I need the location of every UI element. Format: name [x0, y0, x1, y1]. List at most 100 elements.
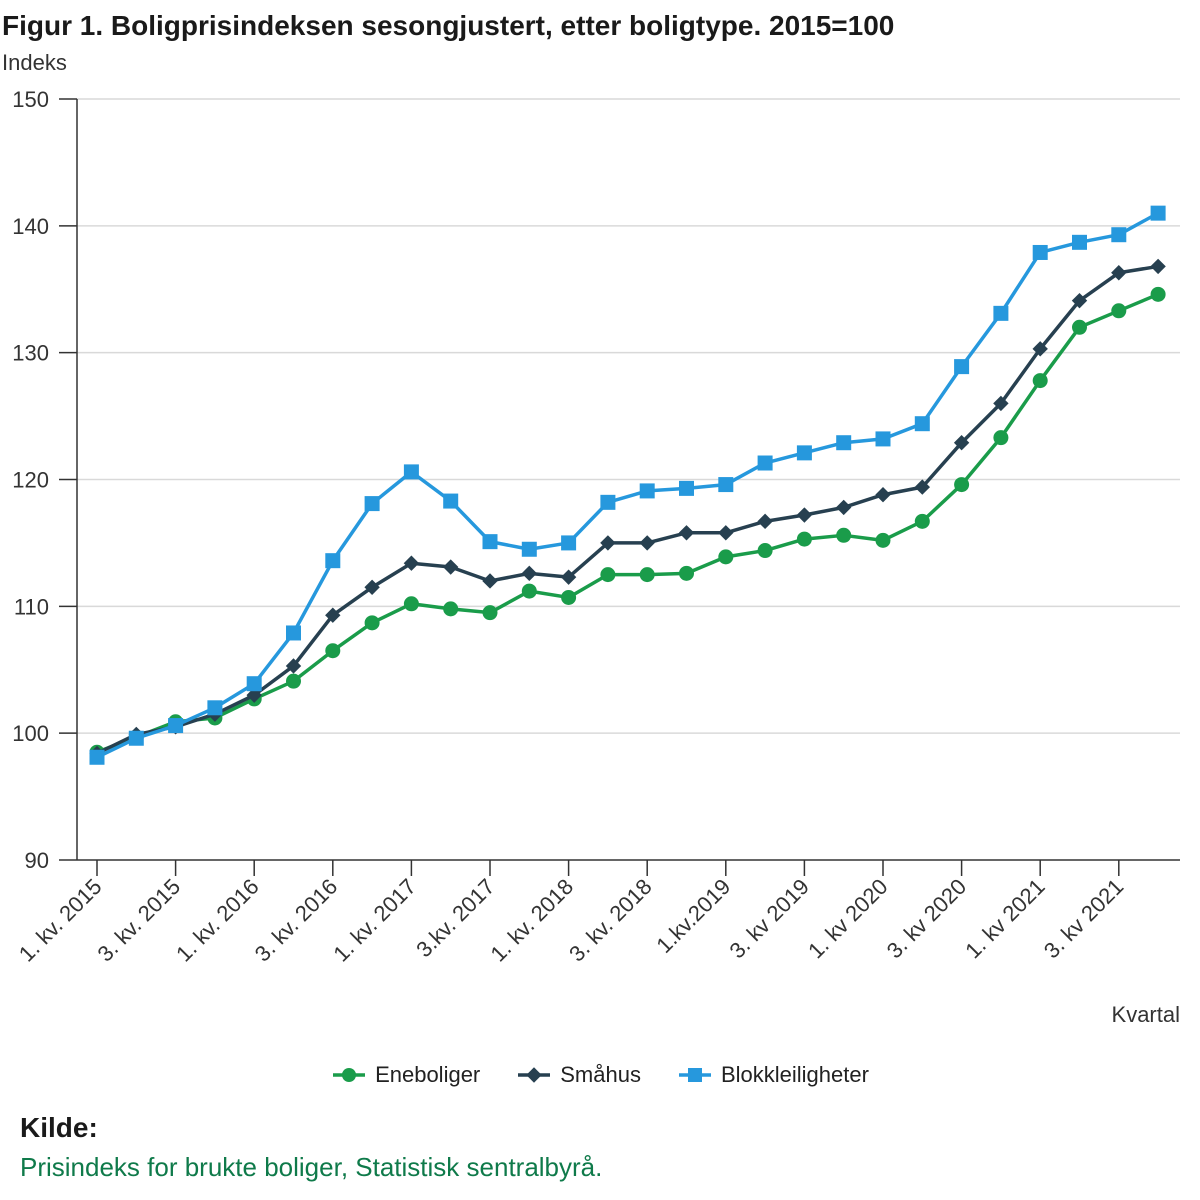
- data-point: [246, 676, 262, 692]
- data-point: [89, 749, 105, 765]
- x-tick-label: 3. kv. 2016: [250, 874, 343, 967]
- data-point: [796, 445, 812, 461]
- data-point: [600, 494, 616, 510]
- data-point: [482, 534, 498, 550]
- y-tick-label: 140: [12, 214, 49, 239]
- data-point: [1150, 258, 1166, 275]
- data-point: [364, 615, 380, 631]
- data-point: [757, 455, 773, 471]
- data-point: [836, 527, 852, 543]
- data-point: [993, 395, 1009, 412]
- data-point: [796, 531, 812, 547]
- data-point: [678, 525, 695, 541]
- y-tick-label: 110: [14, 594, 49, 619]
- data-point: [403, 464, 419, 480]
- data-point: [687, 1068, 702, 1082]
- data-point: [168, 718, 184, 734]
- data-point: [1032, 341, 1048, 357]
- series-blokkleiligheter: [89, 205, 1166, 765]
- x-tick-label: 3. kv. 2018: [564, 874, 657, 967]
- data-point: [286, 673, 301, 689]
- data-point: [526, 1067, 542, 1083]
- data-point: [639, 535, 655, 551]
- data-point: [836, 435, 852, 451]
- x-tick-label: 1. kv. 2016: [171, 874, 264, 967]
- data-point: [954, 359, 970, 375]
- data-point: [914, 479, 930, 495]
- series-lines: [89, 205, 1166, 765]
- x-tick-label: 3. kv 2019: [724, 874, 813, 963]
- data-point: [521, 541, 537, 557]
- y-tick-labels: 90 100 110 120 130 140 150: [12, 87, 49, 873]
- data-point: [679, 565, 694, 581]
- data-point: [679, 480, 694, 496]
- series-line: [96, 292, 1159, 754]
- legend-label: Eneboliger: [375, 1062, 481, 1087]
- x-tick-label: 1. kv 2021: [960, 874, 1049, 963]
- data-point: [561, 535, 577, 551]
- data-point: [953, 435, 970, 451]
- data-point: [325, 643, 341, 659]
- data-point: [1150, 205, 1166, 221]
- legend-label: Småhus: [560, 1062, 641, 1087]
- x-tick-label: 1. kv. 2018: [486, 874, 579, 967]
- data-point: [403, 555, 420, 571]
- legend-item-småhus: Småhus: [516, 1062, 641, 1088]
- data-point: [718, 477, 734, 493]
- data-point: [1072, 319, 1087, 335]
- legend-swatch: [678, 1068, 711, 1082]
- data-point: [560, 569, 577, 585]
- data-point: [836, 499, 852, 516]
- data-point: [993, 305, 1009, 321]
- axes: [59, 98, 1180, 876]
- data-point: [757, 513, 773, 530]
- data-point: [639, 567, 655, 583]
- data-point: [443, 601, 459, 617]
- data-point: [954, 477, 970, 493]
- data-point: [128, 730, 144, 746]
- x-tick-label: 3. kv 2021: [1039, 874, 1128, 963]
- data-point: [757, 543, 773, 559]
- y-axis-label: Indeks: [2, 50, 67, 75]
- x-axis-label: Kvartal: [1112, 1002, 1180, 1027]
- y-tick-label: 130: [12, 341, 49, 366]
- legend-swatch: [333, 1068, 366, 1082]
- data-point: [482, 605, 498, 621]
- x-tick-label: 3. kv. 2015: [93, 874, 186, 967]
- x-tick-label: 1.kv.2019: [651, 874, 735, 958]
- data-point: [1032, 373, 1048, 389]
- series-line: [96, 211, 1159, 759]
- legend-item-blokkleiligheter: Blokkleiligheter: [677, 1062, 869, 1088]
- legend-label: Blokkleiligheter: [720, 1062, 869, 1087]
- data-point: [1111, 265, 1127, 281]
- x-tick-label: 3. kv 2020: [882, 874, 971, 963]
- x-tick-label: 1. kv 2020: [803, 874, 892, 963]
- data-point: [246, 687, 262, 703]
- data-point: [364, 496, 380, 512]
- data-point: [561, 589, 577, 605]
- data-point: [342, 1068, 357, 1082]
- data-point: [1071, 292, 1088, 309]
- data-point: [403, 596, 419, 612]
- data-point: [1111, 303, 1127, 319]
- data-point: [285, 658, 302, 674]
- data-point: [521, 583, 537, 599]
- data-point: [443, 493, 459, 509]
- data-point: [639, 483, 655, 499]
- y-tick-label: 100: [12, 721, 49, 746]
- data-point: [521, 565, 537, 582]
- data-point: [1150, 286, 1166, 302]
- data-point: [207, 700, 223, 716]
- data-point: [325, 553, 341, 569]
- data-point: [993, 430, 1009, 446]
- data-point: [286, 625, 301, 641]
- data-point: [796, 507, 813, 523]
- data-point: [325, 607, 341, 623]
- data-point: [482, 573, 498, 589]
- data-point: [600, 535, 616, 551]
- gridlines: [77, 98, 1180, 734]
- data-point: [1032, 244, 1048, 260]
- data-point: [914, 513, 930, 529]
- source-text: Prisindeks for brukte boliger, Statistis…: [20, 1152, 603, 1182]
